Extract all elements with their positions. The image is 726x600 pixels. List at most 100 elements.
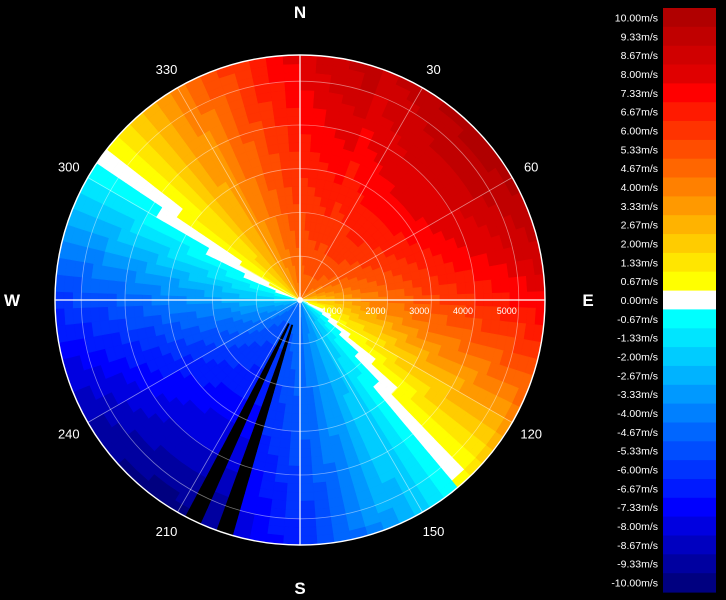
velocity-cell [299, 203, 308, 214]
velocity-cell [278, 151, 291, 162]
colorbar-swatch [663, 365, 716, 386]
velocity-cell [203, 302, 214, 311]
colorbar-label: 0.00m/s [621, 295, 658, 307]
colorbar-swatch [663, 535, 716, 555]
colorbar-label: -8.00m/s [617, 521, 658, 533]
velocity-cell [299, 439, 311, 450]
velocity-cell [275, 464, 289, 475]
velocity-cell [299, 465, 313, 476]
velocity-cell [299, 517, 317, 528]
velocity-cell [63, 307, 75, 326]
colorbar-swatch [663, 102, 716, 122]
velocity-cell [299, 448, 312, 458]
velocity-cell [307, 177, 318, 188]
angle-label: 120 [520, 427, 542, 442]
velocity-cell [292, 194, 301, 205]
velocity-cell [275, 125, 289, 136]
velocity-cell [508, 276, 519, 294]
colorbar-label: -0.67m/s [617, 314, 658, 326]
colorbar-label: 6.00m/s [621, 126, 658, 138]
velocity-cell [282, 535, 301, 546]
velocity-cell [299, 115, 314, 126]
colorbar-swatch [663, 460, 716, 480]
velocity-cell [291, 185, 301, 196]
velocity-cell [385, 282, 397, 292]
colorbar-label: 1.33m/s [621, 257, 658, 269]
velocity-cell [288, 142, 301, 152]
radar-site-marker [293, 293, 307, 307]
azimuth-spoke [299, 87, 423, 301]
velocity-cell [437, 314, 449, 327]
velocity-cell [288, 456, 301, 467]
velocity-cell [291, 404, 301, 415]
velocity-cell [299, 133, 312, 144]
velocity-cell [305, 377, 313, 388]
velocity-cell [150, 284, 162, 296]
velocity-cell [464, 281, 476, 295]
velocity-cell [89, 277, 101, 294]
colorbar-swatch [663, 497, 716, 518]
colorbar-swatch [663, 573, 716, 593]
velocity-cell [151, 273, 163, 286]
colorbar-label: -8.67m/s [617, 540, 658, 552]
velocity-cell [159, 304, 170, 315]
velocity-cell [278, 438, 291, 449]
cardinal-label: W [4, 291, 21, 310]
velocity-cell [280, 429, 292, 441]
colorbar-swatch [663, 121, 716, 141]
velocity-cell [294, 229, 301, 240]
azimuth-spoke [177, 87, 301, 301]
velocity-cell [310, 142, 323, 154]
velocity-cell [525, 307, 537, 326]
velocity-cell [283, 517, 301, 528]
cardinal-label: E [582, 291, 593, 310]
colorbar-swatch [663, 403, 716, 423]
velocity-cell [308, 168, 319, 180]
colorbar-swatch [663, 196, 716, 216]
velocity-cell [98, 306, 109, 322]
velocity-cell [411, 278, 423, 289]
velocity-cell [283, 63, 301, 74]
velocity-cell [310, 446, 323, 458]
velocity-cell [360, 292, 371, 299]
colorbar-label: -4.67m/s [617, 427, 658, 439]
polar-grid [54, 54, 546, 546]
velocity-cell [299, 63, 317, 74]
velocity-cell [299, 430, 311, 441]
angle-label: 240 [58, 427, 80, 442]
colorbar-swatch [663, 45, 716, 66]
velocity-cell [63, 274, 75, 293]
velocity-cell [517, 307, 528, 325]
colorbar-swatch [663, 441, 716, 461]
colorbar-label: 2.00m/s [621, 239, 658, 251]
velocity-cell [283, 72, 301, 83]
velocity-cell [473, 280, 484, 295]
velocity-cell [299, 369, 306, 380]
velocity-cell [287, 124, 301, 135]
colorbar-label: -10.00m/s [611, 578, 658, 590]
velocity-cell [308, 429, 320, 441]
velocity-cell [194, 303, 205, 312]
velocity-cell [299, 482, 314, 493]
velocity-cell [306, 403, 317, 414]
velocity-cell [314, 402, 324, 413]
colorbar-swatch [663, 422, 716, 442]
velocity-cell [81, 306, 92, 324]
angle-label: 60 [524, 160, 538, 175]
velocity-cell [195, 309, 206, 319]
velocity-cell [292, 386, 301, 397]
colorbar-label: -6.67m/s [617, 483, 658, 495]
velocity-cell [284, 509, 301, 520]
velocity-cell [299, 526, 317, 537]
velocity-cell [299, 421, 310, 432]
velocity-cell [238, 301, 249, 307]
velocity-cell [285, 194, 294, 206]
velocity-cell [343, 294, 353, 299]
velocity-cell [282, 412, 293, 423]
velocity-cell [124, 305, 136, 319]
velocity-cell [289, 439, 301, 450]
velocity-cell [499, 277, 511, 294]
colorbar-swatch [663, 384, 716, 405]
colorbar-label: -9.33m/s [617, 559, 658, 571]
